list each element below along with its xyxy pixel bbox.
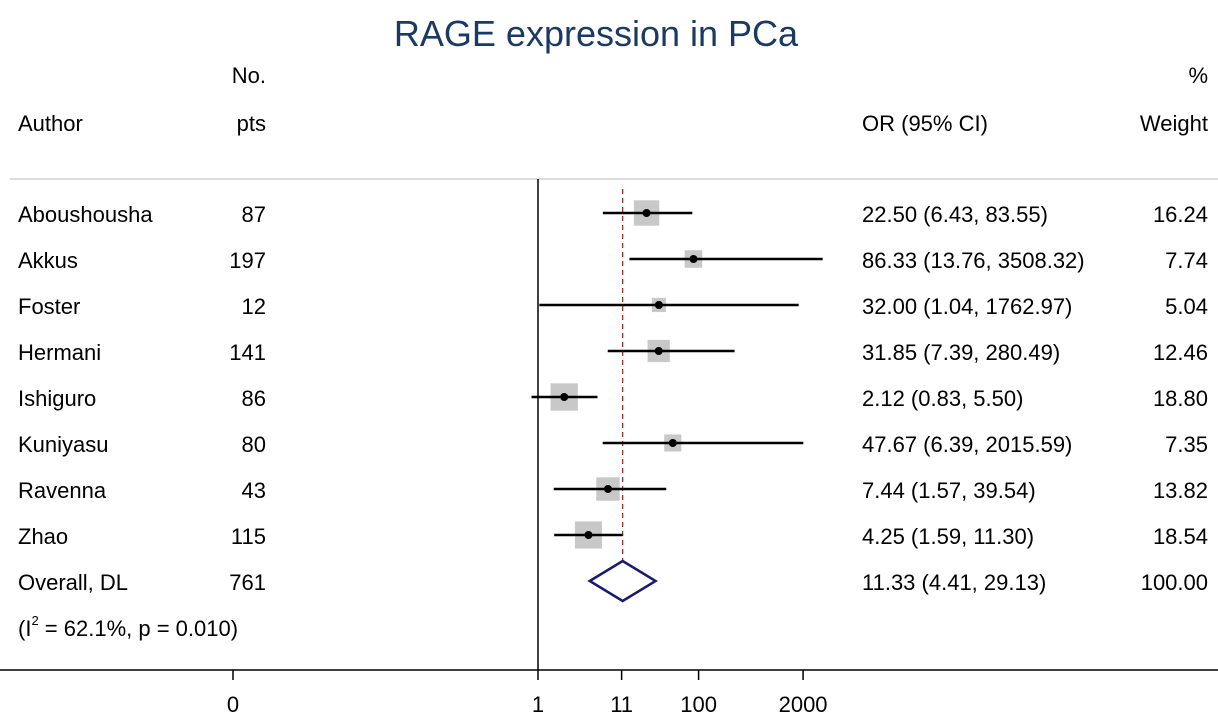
study-or-ci: 86.33 (13.76, 3508.32): [862, 248, 1085, 273]
study-n: 197: [229, 248, 266, 273]
study-author: Akkus: [18, 248, 78, 273]
study-or-ci: 2.12 (0.83, 5.50): [862, 386, 1023, 411]
chart-title: RAGE expression in PCa: [394, 13, 799, 54]
heterogeneity-prefix: (I: [18, 616, 31, 641]
study-or-ci: 4.25 (1.59, 11.30): [862, 524, 1034, 549]
study-weight: 18.80: [1153, 386, 1208, 411]
point-estimate: [584, 531, 593, 539]
study-author: Zhao: [18, 524, 68, 549]
header-n-top: No.: [232, 63, 266, 88]
overall-weight: 100.00: [1141, 570, 1208, 595]
study-n: 141: [229, 340, 266, 365]
point-estimate: [603, 485, 612, 493]
study-weight: 13.82: [1153, 478, 1208, 503]
study-author: Ravenna: [18, 478, 107, 503]
overall-diamond: [587, 559, 658, 603]
point-estimate: [668, 439, 677, 447]
overall-label: Overall, DL: [18, 570, 128, 595]
x-tick-label: 1: [532, 692, 544, 716]
heterogeneity-stat: (I2 = 62.1%, p = 0.010): [18, 613, 238, 641]
study-author: Kuniyasu: [18, 432, 109, 457]
x-tick-label: 100: [680, 692, 717, 716]
x-tick-label: 0: [227, 692, 239, 716]
header-or: OR (95% CI): [862, 111, 988, 136]
study-or-ci: 32.00 (1.04, 1762.97): [862, 294, 1072, 319]
header-weight-bottom: Weight: [1140, 111, 1208, 136]
study-weight: 16.24: [1153, 202, 1208, 227]
overall-n: 761: [229, 570, 266, 595]
point-estimate: [654, 347, 663, 355]
point-estimate: [654, 301, 663, 309]
study-weight: 5.04: [1165, 294, 1208, 319]
study-rows: Aboushousha 87 22.50 (6.43, 83.55) 16.24 Akk…: [18, 202, 1208, 595]
plot-marks: [531, 179, 823, 670]
study-or-ci: 22.50 (6.43, 83.55): [862, 202, 1048, 227]
study-author: Foster: [18, 294, 80, 319]
header-author: Author: [18, 111, 83, 136]
study-n: 87: [242, 202, 266, 227]
heterogeneity-suffix: = 62.1%, p = 0.010): [39, 616, 238, 641]
study-n: 86: [242, 386, 266, 411]
point-estimate: [560, 393, 569, 401]
x-tick-label: 2000: [779, 692, 828, 716]
study-author: Hermani: [18, 340, 101, 365]
study-weight: 7.35: [1165, 432, 1208, 457]
study-weight: 12.46: [1153, 340, 1208, 365]
study-weight: 7.74: [1165, 248, 1208, 273]
overall-or-ci: 11.33 (4.41, 29.13): [862, 570, 1046, 595]
study-or-ci: 7.44 (1.57, 39.54): [862, 478, 1036, 503]
study-author: Aboushousha: [18, 202, 153, 227]
study-n: 43: [242, 478, 266, 503]
x-tick-label: 11: [610, 692, 633, 716]
header-weight-top: %: [1188, 63, 1208, 88]
study-author: Ishiguro: [18, 386, 96, 411]
study-n: 12: [242, 294, 266, 319]
point-estimate: [689, 255, 698, 263]
study-n: 80: [242, 432, 266, 457]
header-n-bottom: pts: [237, 111, 266, 136]
study-n: 115: [231, 524, 266, 549]
point-estimate: [642, 209, 651, 217]
study-or-ci: 31.85 (7.39, 280.49): [862, 340, 1060, 365]
heterogeneity-superscript: 2: [31, 613, 38, 628]
study-weight: 18.54: [1153, 524, 1208, 549]
study-or-ci: 47.67 (6.39, 2015.59): [862, 432, 1072, 457]
x-axis-ticks: 0 1 11 100 2000: [227, 670, 828, 716]
